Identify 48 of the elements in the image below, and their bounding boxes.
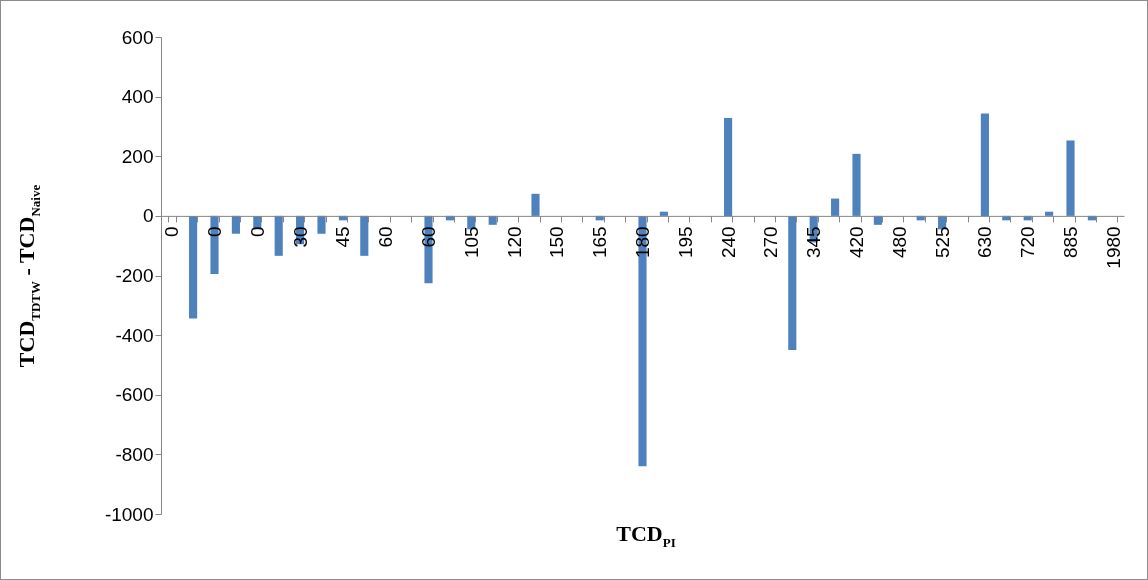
x-tick-label: 525 bbox=[931, 226, 953, 259]
x-tick-label: 885 bbox=[1060, 226, 1081, 259]
y-tick-label: 400 bbox=[121, 86, 154, 108]
y-tick-label: -800 bbox=[115, 443, 154, 465]
y-tick-label: 200 bbox=[121, 145, 154, 167]
x-tick-label: 345 bbox=[803, 226, 825, 259]
x-tick-label: 180 bbox=[632, 226, 653, 259]
bar bbox=[189, 215, 198, 319]
x-tick-label: 480 bbox=[888, 226, 910, 259]
x-tick-label: 0 bbox=[246, 226, 268, 237]
x-tick-label: 630 bbox=[974, 226, 996, 259]
x-axis-title: TCD$_{PI}$ bbox=[616, 521, 676, 551]
y-tick-label: -600 bbox=[115, 384, 154, 406]
x-tick-label: 270 bbox=[760, 226, 782, 259]
bar bbox=[724, 118, 733, 216]
y-tick-label: -200 bbox=[115, 265, 154, 286]
x-tick-label: 420 bbox=[846, 226, 867, 259]
bar bbox=[231, 215, 240, 234]
bar bbox=[317, 215, 326, 234]
x-tick-label: 195 bbox=[674, 226, 696, 259]
x-tick-label: 240 bbox=[717, 226, 739, 259]
bar bbox=[980, 113, 989, 216]
bar bbox=[210, 215, 219, 275]
bar bbox=[638, 215, 647, 467]
bar bbox=[788, 215, 797, 351]
bar bbox=[360, 215, 369, 256]
x-tick-label: 105 bbox=[460, 226, 482, 259]
bar bbox=[1045, 211, 1054, 216]
bar bbox=[274, 215, 283, 256]
bar bbox=[659, 211, 668, 216]
x-tick-label: 150 bbox=[546, 226, 568, 259]
bar bbox=[831, 198, 840, 216]
x-tick-label: 0 bbox=[161, 226, 183, 237]
x-tick-label: 60 bbox=[375, 226, 397, 248]
y-tick-label: -1000 bbox=[104, 503, 154, 525]
x-tick-label: 720 bbox=[1017, 226, 1039, 259]
bar bbox=[1066, 140, 1075, 216]
x-tick-label: 45 bbox=[332, 226, 354, 248]
bar bbox=[852, 153, 861, 216]
x-tick-label: 60 bbox=[418, 226, 439, 248]
x-tick-label: 120 bbox=[503, 226, 525, 259]
x-tick-label: 30 bbox=[289, 226, 311, 248]
x-tick-label: 0 bbox=[204, 226, 225, 237]
y-tick-label: -400 bbox=[115, 324, 154, 346]
y-tick-label: 600 bbox=[121, 26, 154, 48]
x-tick-label: 165 bbox=[589, 226, 611, 259]
x-tick-label: 1980 bbox=[1102, 226, 1124, 269]
bar bbox=[531, 193, 540, 216]
